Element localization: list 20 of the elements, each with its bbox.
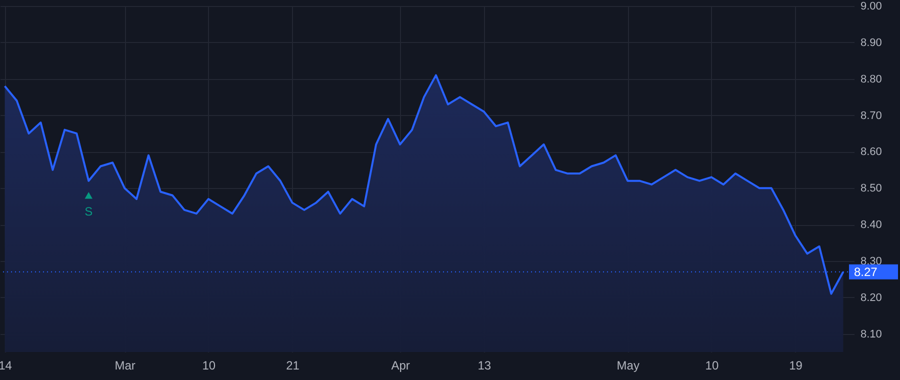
- y-tick-label: 8.20: [860, 292, 882, 304]
- y-tick-label: 9.00: [860, 0, 882, 12]
- y-tick-label: 8.60: [860, 146, 882, 158]
- ref-line-label: 8.27: [854, 264, 878, 279]
- x-tick-label: May: [616, 358, 640, 372]
- y-tick-label: 8.50: [860, 182, 882, 195]
- y-tick-label: 8.70: [860, 110, 882, 122]
- x-tick-label: 21: [286, 358, 300, 372]
- y-tick-label: 8.90: [860, 36, 882, 49]
- x-tick-label: 10: [705, 358, 719, 372]
- x-tick-label: Mar: [114, 358, 136, 372]
- x-tick-label: Apr: [391, 358, 410, 372]
- y-tick-label: 8.40: [860, 219, 882, 232]
- y-tick-label: 8.30: [860, 255, 882, 268]
- x-tick-label: 19: [789, 358, 803, 372]
- y-tick-label: 8.80: [860, 73, 882, 86]
- x-tick-label: 13: [478, 358, 492, 372]
- y-tick-label: 8.10: [860, 328, 882, 340]
- x-tick-label: 10: [202, 358, 216, 372]
- data-label: S: [84, 204, 93, 218]
